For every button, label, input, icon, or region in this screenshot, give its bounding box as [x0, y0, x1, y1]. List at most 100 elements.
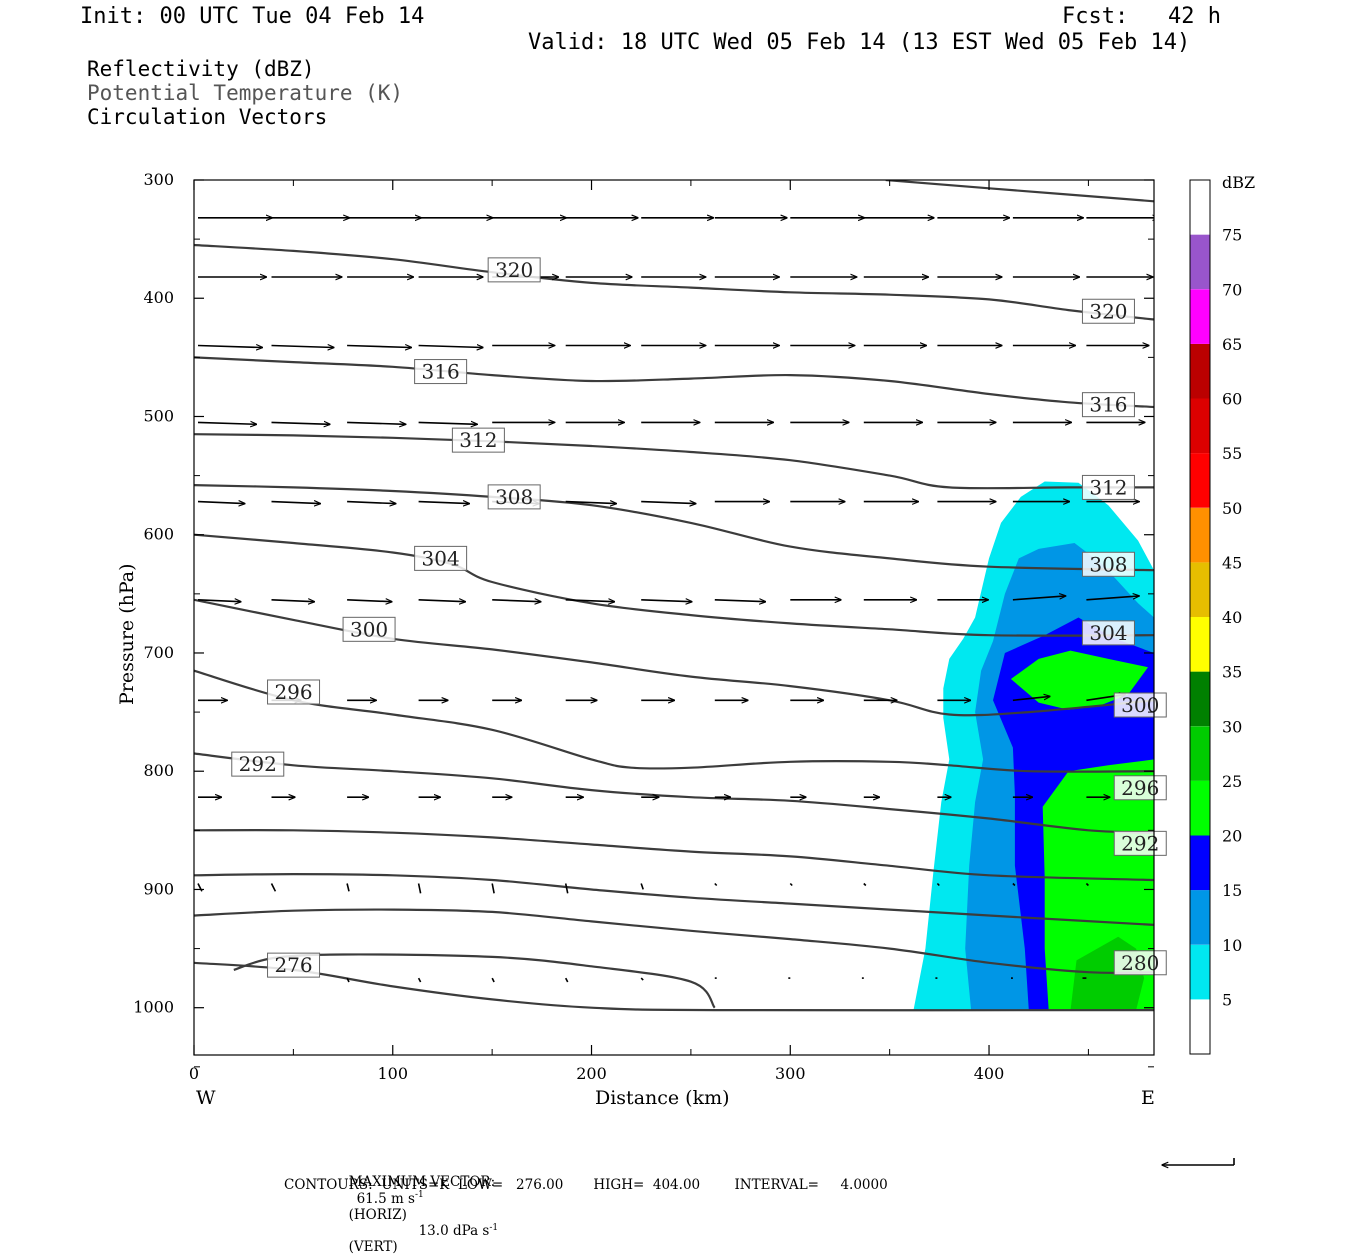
- circulation-vector: [270, 883, 277, 892]
- circulation-vector: [565, 502, 617, 504]
- circulation-vector: [714, 882, 718, 887]
- circulation-vector: [417, 883, 422, 894]
- circulation-vector: [197, 600, 241, 602]
- x-axis-east-label: E: [1141, 1087, 1155, 1109]
- circulation-vector: [492, 600, 541, 602]
- circulation-vector: [1085, 882, 1089, 887]
- circulation-vector: [418, 600, 466, 602]
- contour-label-layer: 320 320 316 316 312 312 308 308 304 304 300 300 296 2…: [231, 257, 1167, 978]
- contour-label-text: 292: [239, 752, 277, 776]
- colorbar-swatch: [1190, 835, 1210, 891]
- max-vector-label: MAXIMUM VECTOR:: [348, 1174, 496, 1190]
- x-tick-label: 0: [189, 1064, 199, 1083]
- theta-contour-label: 300: [342, 616, 396, 642]
- circulation-vector: [491, 977, 495, 983]
- theta-contour-label: 308: [487, 484, 541, 510]
- contour-label-box: [1113, 830, 1167, 856]
- colorbar-swatch: [1190, 726, 1210, 781]
- y-tick-label: 500: [143, 406, 174, 425]
- plot-frame: [193, 179, 1155, 1056]
- contour-label-box: [231, 751, 285, 777]
- field-vectors: Circulation Vectors: [87, 105, 328, 129]
- theta-contour: [885, 180, 1154, 203]
- contour-label-text: 292: [1121, 831, 1159, 855]
- y-tick-label: 300: [143, 170, 174, 189]
- contour-label-box: [1081, 620, 1135, 646]
- circulation-vector: [346, 977, 350, 983]
- contour-label-text: 320: [1089, 299, 1127, 323]
- colorbar-label: 50: [1222, 499, 1242, 518]
- theta-contour: [194, 484, 1154, 572]
- circulation-vector: [418, 422, 478, 424]
- theta-contour-label: 312: [1081, 474, 1135, 500]
- colorbar: 5 10 15 20 25 30 35 40 45 50 55 60 65 70 75 dBZ: [1189, 173, 1255, 1055]
- theta-contour: [194, 752, 1154, 834]
- circulation-vector: [271, 422, 331, 424]
- colorbar-label: 75: [1222, 226, 1242, 245]
- circulation-vector: [863, 882, 867, 887]
- colorbar-label: 65: [1222, 335, 1242, 354]
- colorbar-swatch: [1190, 453, 1210, 508]
- exp-horiz: -1: [414, 1190, 424, 1200]
- colorbar-label: 45: [1222, 553, 1242, 572]
- x-tick-label: 400: [974, 1064, 1005, 1083]
- colorbar-swatch: [1190, 398, 1210, 454]
- colorbar-label: 25: [1222, 772, 1242, 791]
- theta-contour-label: 280: [1113, 950, 1167, 976]
- theta-contour: [194, 829, 1154, 882]
- contour-label-box: [1113, 692, 1167, 718]
- circulation-vector: [491, 883, 495, 894]
- contour-label-text: 308: [495, 485, 533, 509]
- contour-label-box: [451, 427, 505, 453]
- circulation-vector: [271, 502, 321, 504]
- contour-label-text: 296: [1121, 776, 1159, 800]
- colorbar-label: 60: [1222, 390, 1242, 409]
- y-tick-label: 700: [143, 643, 174, 662]
- theta-contour-label: 308: [1081, 551, 1135, 577]
- circulation-vector: [640, 977, 644, 981]
- colorbar-swatch: [1190, 780, 1210, 836]
- circulation-vector: [197, 346, 262, 348]
- valid-time: Valid: 18 UTC Wed 05 Feb 14 (13 EST Wed …: [528, 30, 1191, 55]
- colorbar-frame: [1189, 179, 1211, 1055]
- circulation-vector: [418, 502, 470, 504]
- circulation-vector: [346, 883, 350, 892]
- contour-label-text: 312: [459, 428, 497, 452]
- circulation-vector: [640, 883, 644, 890]
- colorbar-label: 70: [1222, 280, 1242, 299]
- contour-label-text: 296: [274, 680, 312, 704]
- theta-contour: [194, 433, 1154, 490]
- colorbar-label: 5: [1222, 990, 1232, 1009]
- theta-contour-label: 292: [1113, 830, 1167, 856]
- cross-section-chart: 3203203163163123123083083043043003002962…: [116, 170, 1255, 1200]
- x-tick-label: 200: [576, 1064, 607, 1083]
- init-time: Init: 00 UTC Tue 04 Feb 14: [80, 4, 425, 29]
- colorbar-label: 10: [1222, 936, 1242, 955]
- colorbar-swatch: [1190, 617, 1210, 672]
- max-vector-vert-unit: (VERT): [348, 1239, 398, 1255]
- contour-label-box: [1081, 298, 1135, 324]
- circulation-vector: [418, 346, 483, 348]
- contour-label-text: 304: [422, 546, 460, 570]
- theta-contour: [194, 669, 1154, 773]
- field-theta: Potential Temperature (K): [87, 81, 404, 105]
- contour-label-text: 308: [1089, 552, 1127, 576]
- circulation-vector: [271, 600, 315, 602]
- contour-label-box: [487, 257, 541, 283]
- x-axis-title: Distance (km): [595, 1087, 730, 1109]
- field-reflectivity: Reflectivity (dBZ): [87, 57, 315, 81]
- theta-contour-label: 320: [487, 257, 541, 283]
- x-tick-label: 300: [775, 1064, 806, 1083]
- contour-label-box: [414, 545, 468, 571]
- circulation-vector: [564, 883, 569, 894]
- theta-contour: [194, 872, 1154, 926]
- contour-label-text: 300: [1121, 693, 1159, 717]
- circulation-vector: [1012, 882, 1016, 887]
- circulation-vector: [564, 977, 569, 983]
- colorbar-swatch: [1190, 944, 1210, 1000]
- circulation-vector: [347, 600, 392, 602]
- contour-label-text: 316: [422, 360, 460, 384]
- colorbar-swatch: [1190, 289, 1210, 344]
- y-axis-title: Pressure (hPa): [116, 563, 138, 705]
- circulation-vector: [1012, 696, 1050, 702]
